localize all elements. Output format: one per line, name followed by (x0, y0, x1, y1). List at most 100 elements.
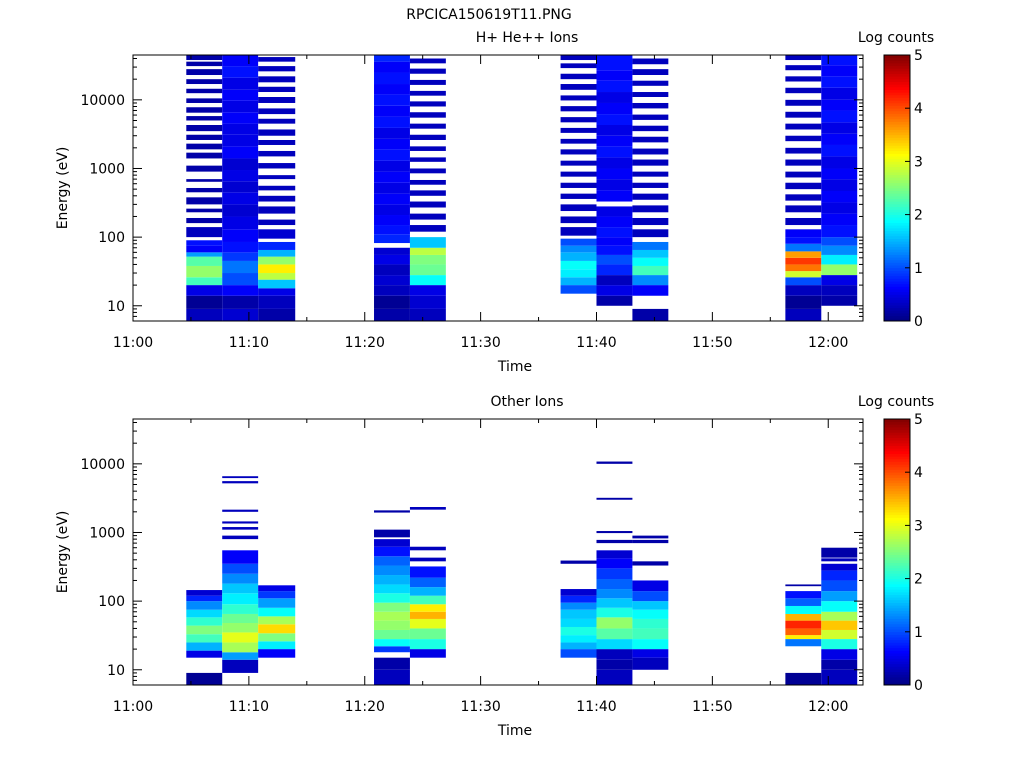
heatmap-cell (222, 573, 259, 584)
heatmap-cell (409, 577, 446, 588)
heatmap-cell (632, 205, 669, 213)
heatmap-cell (258, 195, 296, 202)
colorbar-band (884, 661, 910, 665)
heatmap-cell (186, 252, 223, 257)
heatmap-cell (258, 140, 296, 145)
heatmap-cell (560, 245, 597, 253)
colorbar-band (884, 669, 910, 673)
colorbar-band (884, 586, 910, 590)
colorbar-band (884, 105, 910, 109)
y-axis-ticks (133, 422, 863, 686)
colorbar-band (884, 174, 910, 178)
colorbar-band (884, 214, 910, 218)
y-tick-label: 10 (107, 663, 125, 679)
heatmap-cell (222, 563, 259, 574)
colorbar-label: Log counts (858, 394, 934, 410)
colorbar-band (884, 118, 910, 122)
heatmap-cell (374, 204, 410, 216)
heatmap-cell (409, 225, 446, 232)
heatmap-cell (596, 254, 633, 265)
heatmap-cell (560, 95, 597, 101)
colorbar-band (884, 281, 910, 285)
heatmap-cell (222, 134, 259, 147)
colorbar-band (884, 552, 910, 556)
colorbar-frame (883, 418, 911, 686)
heatmap-cell (596, 190, 633, 202)
colorbar-band (884, 78, 910, 82)
colorbar-band (884, 68, 910, 72)
heatmap-cell (258, 86, 296, 93)
colorbar-tick-label: 2 (914, 208, 923, 224)
colorbar-band (884, 645, 910, 649)
heatmap-cell (821, 55, 858, 66)
heatmap-cell (560, 160, 597, 166)
heatmap-cell (821, 213, 858, 226)
heatmap-cell (222, 146, 259, 159)
heatmap-cell (560, 55, 597, 61)
heatmap-cell (374, 620, 410, 630)
heatmap-cell (632, 69, 669, 75)
colorbar-band (884, 94, 910, 98)
heatmap-cell (186, 107, 223, 113)
heatmap-cell (186, 69, 223, 75)
y-axis-label: Energy (eV) (55, 511, 71, 594)
heatmap-cell (258, 206, 296, 214)
heatmap-cell (222, 123, 259, 135)
heatmap-cell (258, 308, 296, 321)
heatmap-cell (374, 149, 410, 161)
heatmap-cell (632, 257, 669, 266)
y-axis-ticks (133, 58, 863, 322)
heatmap-cell (258, 241, 296, 250)
heatmap-cell (632, 265, 669, 276)
colorbar-band (884, 137, 910, 141)
colorbar-band (884, 663, 910, 667)
colorbar-band (884, 110, 910, 114)
colorbar-band (884, 100, 910, 104)
heatmap-cell (785, 205, 822, 213)
x-tick-label: 11:20 (345, 335, 385, 351)
colorbar-band (884, 506, 910, 510)
colorbar-band (884, 666, 910, 670)
heatmap-cell (785, 76, 822, 82)
heatmap-cell (821, 264, 858, 276)
colorbar-band (884, 70, 910, 75)
heatmap-cell (409, 168, 446, 174)
heatmap-cell (222, 77, 259, 90)
heatmap-cell (258, 649, 296, 658)
heatmap-cell (374, 529, 410, 538)
heatmap-cell (785, 217, 822, 226)
heatmap-cell (596, 168, 633, 180)
heatmap-cell (560, 193, 597, 199)
heatmap-cell (632, 80, 669, 86)
colorbar-band (884, 102, 910, 106)
heatmap-cell (374, 510, 410, 513)
colorbar-tick-label: 2 (914, 572, 923, 588)
heatmap-cell (222, 285, 259, 296)
colorbar-band (884, 169, 910, 173)
heatmap-cell (596, 558, 633, 569)
colorbar-band (884, 270, 910, 274)
heatmap-cell (560, 182, 597, 188)
heatmap-cell (596, 264, 633, 276)
heatmap-cell (186, 55, 223, 61)
colorbar-band (884, 289, 910, 293)
heatmap-cell (258, 616, 296, 625)
heatmap-cell (374, 611, 410, 621)
heatmap-cell (821, 99, 858, 111)
colorbar-band (884, 92, 910, 96)
heatmap-cell (632, 125, 669, 132)
heatmap-cell (596, 628, 633, 640)
heatmap-cell (374, 94, 410, 106)
colorbar-band (884, 132, 910, 136)
heatmap-cell (186, 634, 223, 643)
heatmap-cell (596, 206, 633, 217)
heatmap-cell (596, 607, 633, 618)
heatmap-cell (596, 550, 633, 559)
heatmap-cell (560, 171, 597, 177)
heatmap-cell (222, 100, 259, 113)
heatmap-cell (560, 227, 597, 236)
heatmap-cell (374, 593, 410, 603)
heatmap-cell (222, 204, 259, 217)
heatmap-cell (374, 275, 410, 286)
heatmap-cell (821, 237, 858, 246)
